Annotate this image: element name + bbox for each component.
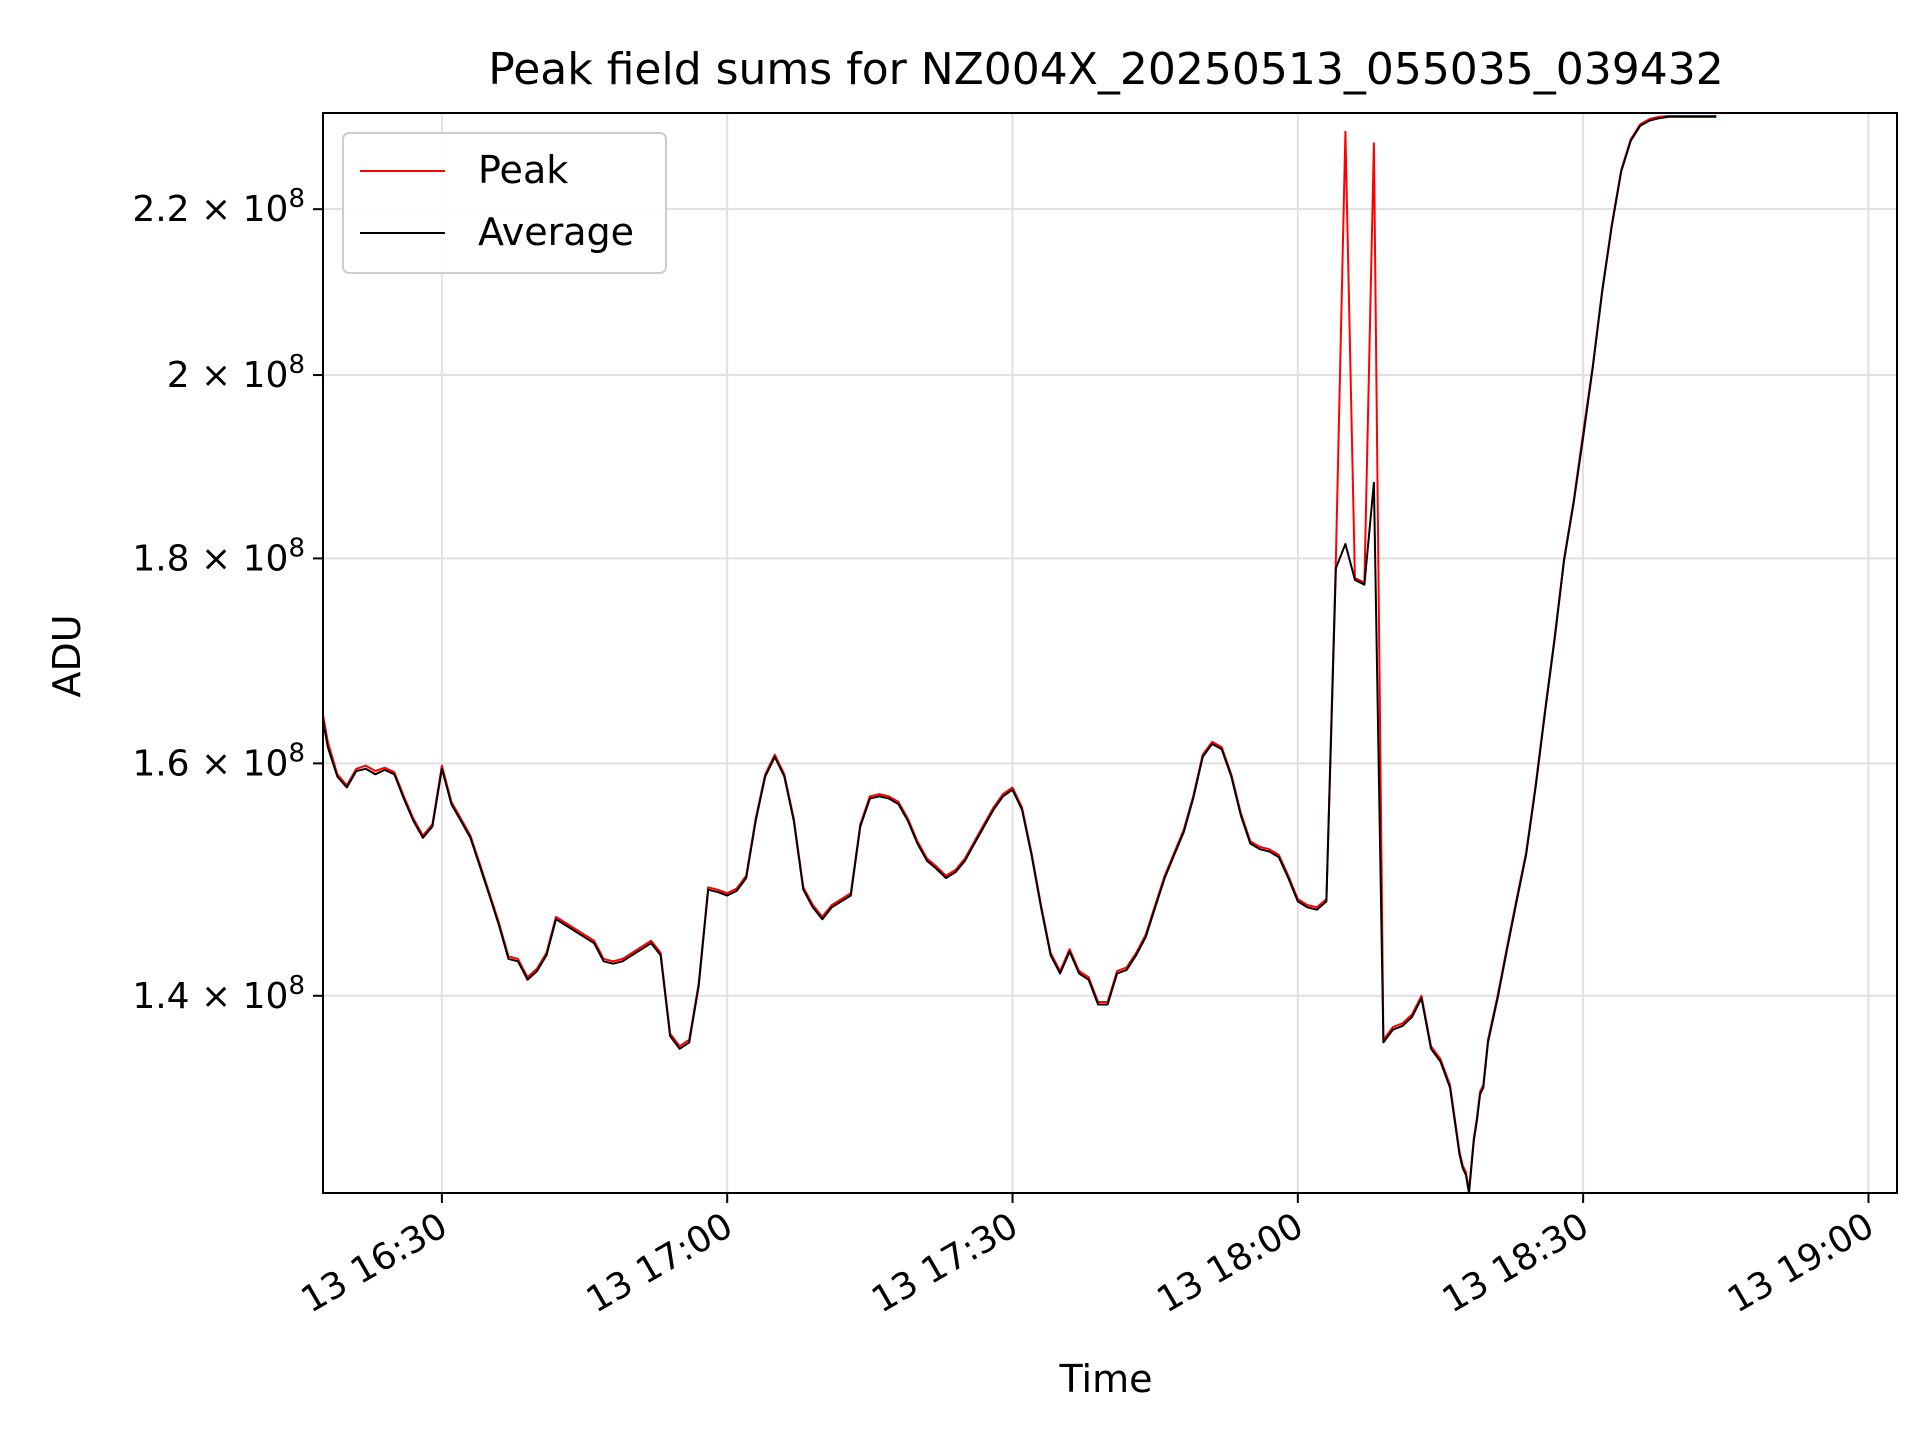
y-tick-label: 1.6 × 108	[132, 738, 305, 784]
y-axis-ticks: 1.4 × 108 1.6 × 108 1.8 × 108 2 × 108 2.2 × …	[132, 184, 323, 1017]
line-chart: 13 16:30 13 17:00 13 17:30 13 18:00 13 18:30…	[0, 0, 1920, 1440]
y-tick-label: 2.2 × 108	[132, 184, 305, 230]
x-tick-label: 13 17:00	[580, 1205, 740, 1321]
x-tick-label: 13 17:30	[865, 1205, 1025, 1321]
x-tick-label: 13 16:30	[294, 1205, 454, 1321]
legend: Peak Average	[343, 133, 666, 273]
series-line-average	[323, 117, 1716, 1193]
x-tick-label: 13 18:30	[1436, 1205, 1596, 1321]
x-tick-label: 13 19:00	[1721, 1205, 1881, 1321]
y-tick-label: 1.8 × 108	[132, 533, 305, 579]
chart-title: Peak field sums for NZ004X_20250513_0550…	[488, 44, 1724, 95]
y-tick-label: 2 × 108	[167, 350, 305, 396]
series-line-peak	[323, 116, 1716, 1190]
series-lines	[323, 116, 1716, 1193]
y-tick-label: 1.4 × 108	[132, 971, 305, 1017]
y-axis-label: ADU	[45, 614, 89, 697]
plot-area-frame	[323, 113, 1897, 1193]
legend-label-peak: Peak	[478, 148, 568, 192]
x-tick-label: 13 18:00	[1150, 1205, 1310, 1321]
x-axis-label: Time	[1059, 1357, 1153, 1401]
grid-lines	[323, 113, 1897, 1193]
legend-label-average: Average	[478, 210, 634, 254]
x-axis-ticks: 13 16:30 13 17:00 13 17:30 13 18:00 13 18:30…	[294, 1193, 1881, 1321]
